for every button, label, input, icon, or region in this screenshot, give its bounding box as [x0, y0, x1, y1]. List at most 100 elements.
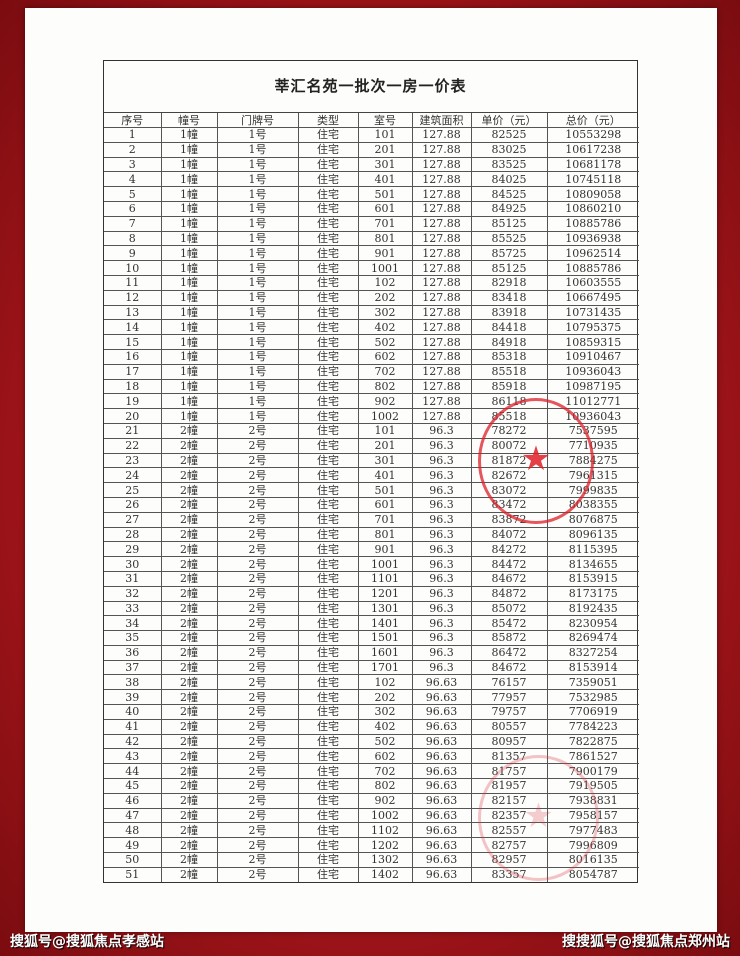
cell-room: 402	[357, 319, 413, 336]
cell-total-price: 10860210	[546, 200, 639, 217]
document-title: 莘汇名苑一批次一房一价表	[104, 61, 637, 113]
cell-unit-price: 78272	[470, 422, 548, 439]
cell-area: 127.88	[411, 260, 472, 276]
table-row: 25 2幢 2号 住宅 501 96.3 83072 7999835	[104, 482, 639, 498]
cell-type: 住宅	[297, 526, 359, 543]
cell-total-price: 7710935	[546, 437, 639, 454]
cell-door-number: 2号	[216, 600, 299, 617]
cell-building: 1幢	[160, 200, 218, 217]
table-row: 14 1幢 1号 住宅 402 127.88 84418 10795375	[104, 319, 639, 336]
cell-area: 127.88	[411, 334, 472, 350]
cell-total-price: 7938831	[546, 792, 639, 809]
cell-area: 127.88	[411, 141, 472, 158]
cell-type: 住宅	[297, 482, 359, 498]
cell-building: 2幢	[160, 674, 218, 691]
cell-building: 2幢	[160, 452, 218, 469]
cell-type: 住宅	[297, 171, 359, 188]
cell-unit-price: 85518	[470, 363, 548, 380]
cell-room: 302	[357, 304, 413, 321]
cell-door-number: 2号	[216, 763, 299, 780]
cell-unit-price: 83025	[470, 141, 548, 158]
cell-total-price: 10553298	[546, 127, 639, 143]
cell-door-number: 1号	[216, 274, 299, 291]
cell-type: 住宅	[297, 437, 359, 454]
table-row: 34 2幢 2号 住宅 1401 96.3 85472 8230954	[104, 615, 639, 632]
cell-building: 2幢	[160, 615, 218, 632]
cell-door-number: 2号	[216, 467, 299, 484]
cell-index: 11	[104, 274, 162, 291]
cell-index: 17	[104, 363, 162, 380]
cell-index: 7	[104, 215, 162, 232]
cell-area: 127.88	[411, 127, 472, 143]
cell-unit-price: 80072	[470, 437, 548, 454]
cell-room: 101	[357, 127, 413, 143]
cell-type: 住宅	[297, 644, 359, 661]
cell-building: 2幢	[160, 748, 218, 765]
cell-total-price: 11012771	[546, 393, 639, 410]
cell-building: 2幢	[160, 733, 218, 750]
table-row: 32 2幢 2号 住宅 1201 96.3 84872 8173175	[104, 585, 639, 602]
cell-area: 96.63	[411, 689, 472, 706]
cell-total-price: 7784223	[546, 718, 639, 735]
table-row: 43 2幢 2号 住宅 602 96.63 81357 7861527	[104, 748, 639, 765]
cell-index: 21	[104, 422, 162, 439]
cell-unit-price: 84525	[470, 186, 548, 202]
cell-door-number: 1号	[216, 393, 299, 410]
cell-building: 2幢	[160, 570, 218, 587]
header-area: 建筑面积	[411, 113, 472, 128]
table-row: 22 2幢 2号 住宅 201 96.3 80072 7710935	[104, 437, 639, 454]
cell-unit-price: 82557	[470, 822, 548, 839]
cell-unit-price: 84418	[470, 319, 548, 336]
cell-building: 1幢	[160, 334, 218, 350]
table-row: 26 2幢 2号 住宅 601 96.3 83472 8038355	[104, 496, 639, 513]
cell-type: 住宅	[297, 704, 359, 720]
cell-type: 住宅	[297, 615, 359, 632]
cell-building: 2幢	[160, 866, 218, 882]
cell-unit-price: 79757	[470, 704, 548, 720]
cell-building: 2幢	[160, 837, 218, 854]
header-room: 室号	[357, 113, 413, 128]
cell-unit-price: 84872	[470, 585, 548, 602]
cell-building: 2幢	[160, 644, 218, 661]
cell-type: 住宅	[297, 541, 359, 558]
table-row: 23 2幢 2号 住宅 301 96.3 81872 7884275	[104, 452, 639, 469]
cell-area: 96.63	[411, 778, 472, 794]
cell-type: 住宅	[297, 422, 359, 439]
cell-total-price: 7884275	[546, 452, 639, 469]
cell-building: 2幢	[160, 585, 218, 602]
cell-unit-price: 82957	[470, 852, 548, 868]
cell-area: 127.88	[411, 378, 472, 395]
cell-unit-price: 83472	[470, 496, 548, 513]
cell-index: 33	[104, 600, 162, 617]
cell-building: 1幢	[160, 156, 218, 173]
table-row: 41 2幢 2号 住宅 402 96.63 80557 7784223	[104, 718, 639, 735]
cell-area: 127.88	[411, 200, 472, 217]
cell-total-price: 7861527	[546, 748, 639, 765]
cell-building: 1幢	[160, 171, 218, 188]
cell-door-number: 1号	[216, 408, 299, 424]
cell-total-price: 8115395	[546, 541, 639, 558]
cell-area: 96.63	[411, 807, 472, 824]
cell-room: 1202	[357, 837, 413, 854]
cell-total-price: 8076875	[546, 511, 639, 528]
cell-index: 41	[104, 718, 162, 735]
table-row: 44 2幢 2号 住宅 702 96.63 81757 7900179	[104, 763, 639, 780]
cell-total-price: 8054787	[546, 866, 639, 882]
cell-type: 住宅	[297, 600, 359, 617]
cell-index: 9	[104, 245, 162, 262]
cell-room: 1102	[357, 822, 413, 839]
cell-area: 96.63	[411, 748, 472, 765]
cell-room: 1001	[357, 260, 413, 276]
cell-index: 23	[104, 452, 162, 469]
table-row: 42 2幢 2号 住宅 502 96.63 80957 7822875	[104, 733, 639, 750]
cell-room: 802	[357, 378, 413, 395]
cell-total-price: 8153914	[546, 659, 639, 676]
cell-type: 住宅	[297, 127, 359, 143]
cell-room: 701	[357, 215, 413, 232]
table-row: 15 1幢 1号 住宅 502 127.88 84918 10859315	[104, 334, 639, 350]
cell-room: 102	[357, 674, 413, 691]
table-row: 36 2幢 2号 住宅 1601 96.3 86472 8327254	[104, 644, 639, 661]
cell-building: 2幢	[160, 822, 218, 839]
cell-total-price: 10859315	[546, 334, 639, 350]
cell-index: 4	[104, 171, 162, 188]
